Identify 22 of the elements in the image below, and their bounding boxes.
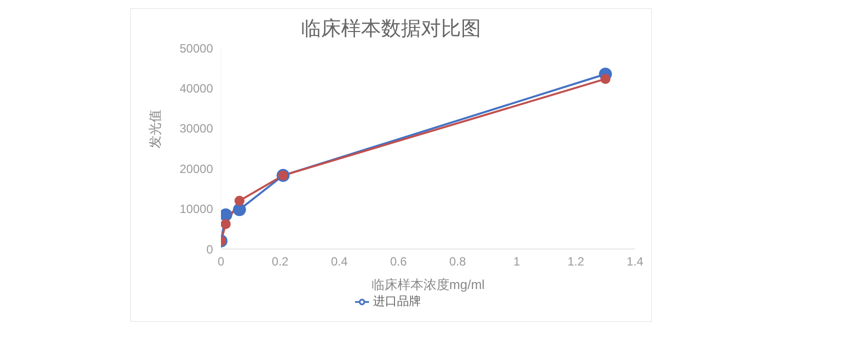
x-tick-label: 1.2 xyxy=(568,254,585,269)
x-tick-label: 1 xyxy=(513,254,520,269)
x-tick-label: 0.4 xyxy=(330,254,348,269)
chart-title: 临床样本数据对比图 xyxy=(300,17,482,42)
point xyxy=(232,203,246,216)
y-tick-label: 40000 xyxy=(180,81,214,96)
point xyxy=(234,196,244,206)
x-tick-label: 0.6 xyxy=(390,254,408,269)
y-tick-label: 10000 xyxy=(180,202,214,216)
x-tick-label: 1.4 xyxy=(626,254,644,269)
point xyxy=(221,219,231,230)
y-tick-label: 30000 xyxy=(180,122,214,136)
y-axis-title: 发光值 xyxy=(148,110,163,148)
x-tick-label: 0.8 xyxy=(449,254,466,269)
x-tick-label: 0.2 xyxy=(272,254,289,269)
x-axis-title: 临床样本浓度mg/ml xyxy=(371,277,485,292)
point xyxy=(600,74,610,84)
y-tick-label: 50000 xyxy=(180,41,214,56)
y-tick-label: 20000 xyxy=(180,162,214,176)
legend-label: 进口品牌 xyxy=(373,294,421,308)
y-tick-label: 0 xyxy=(206,242,214,256)
x-tick-label: 0 xyxy=(218,254,225,269)
